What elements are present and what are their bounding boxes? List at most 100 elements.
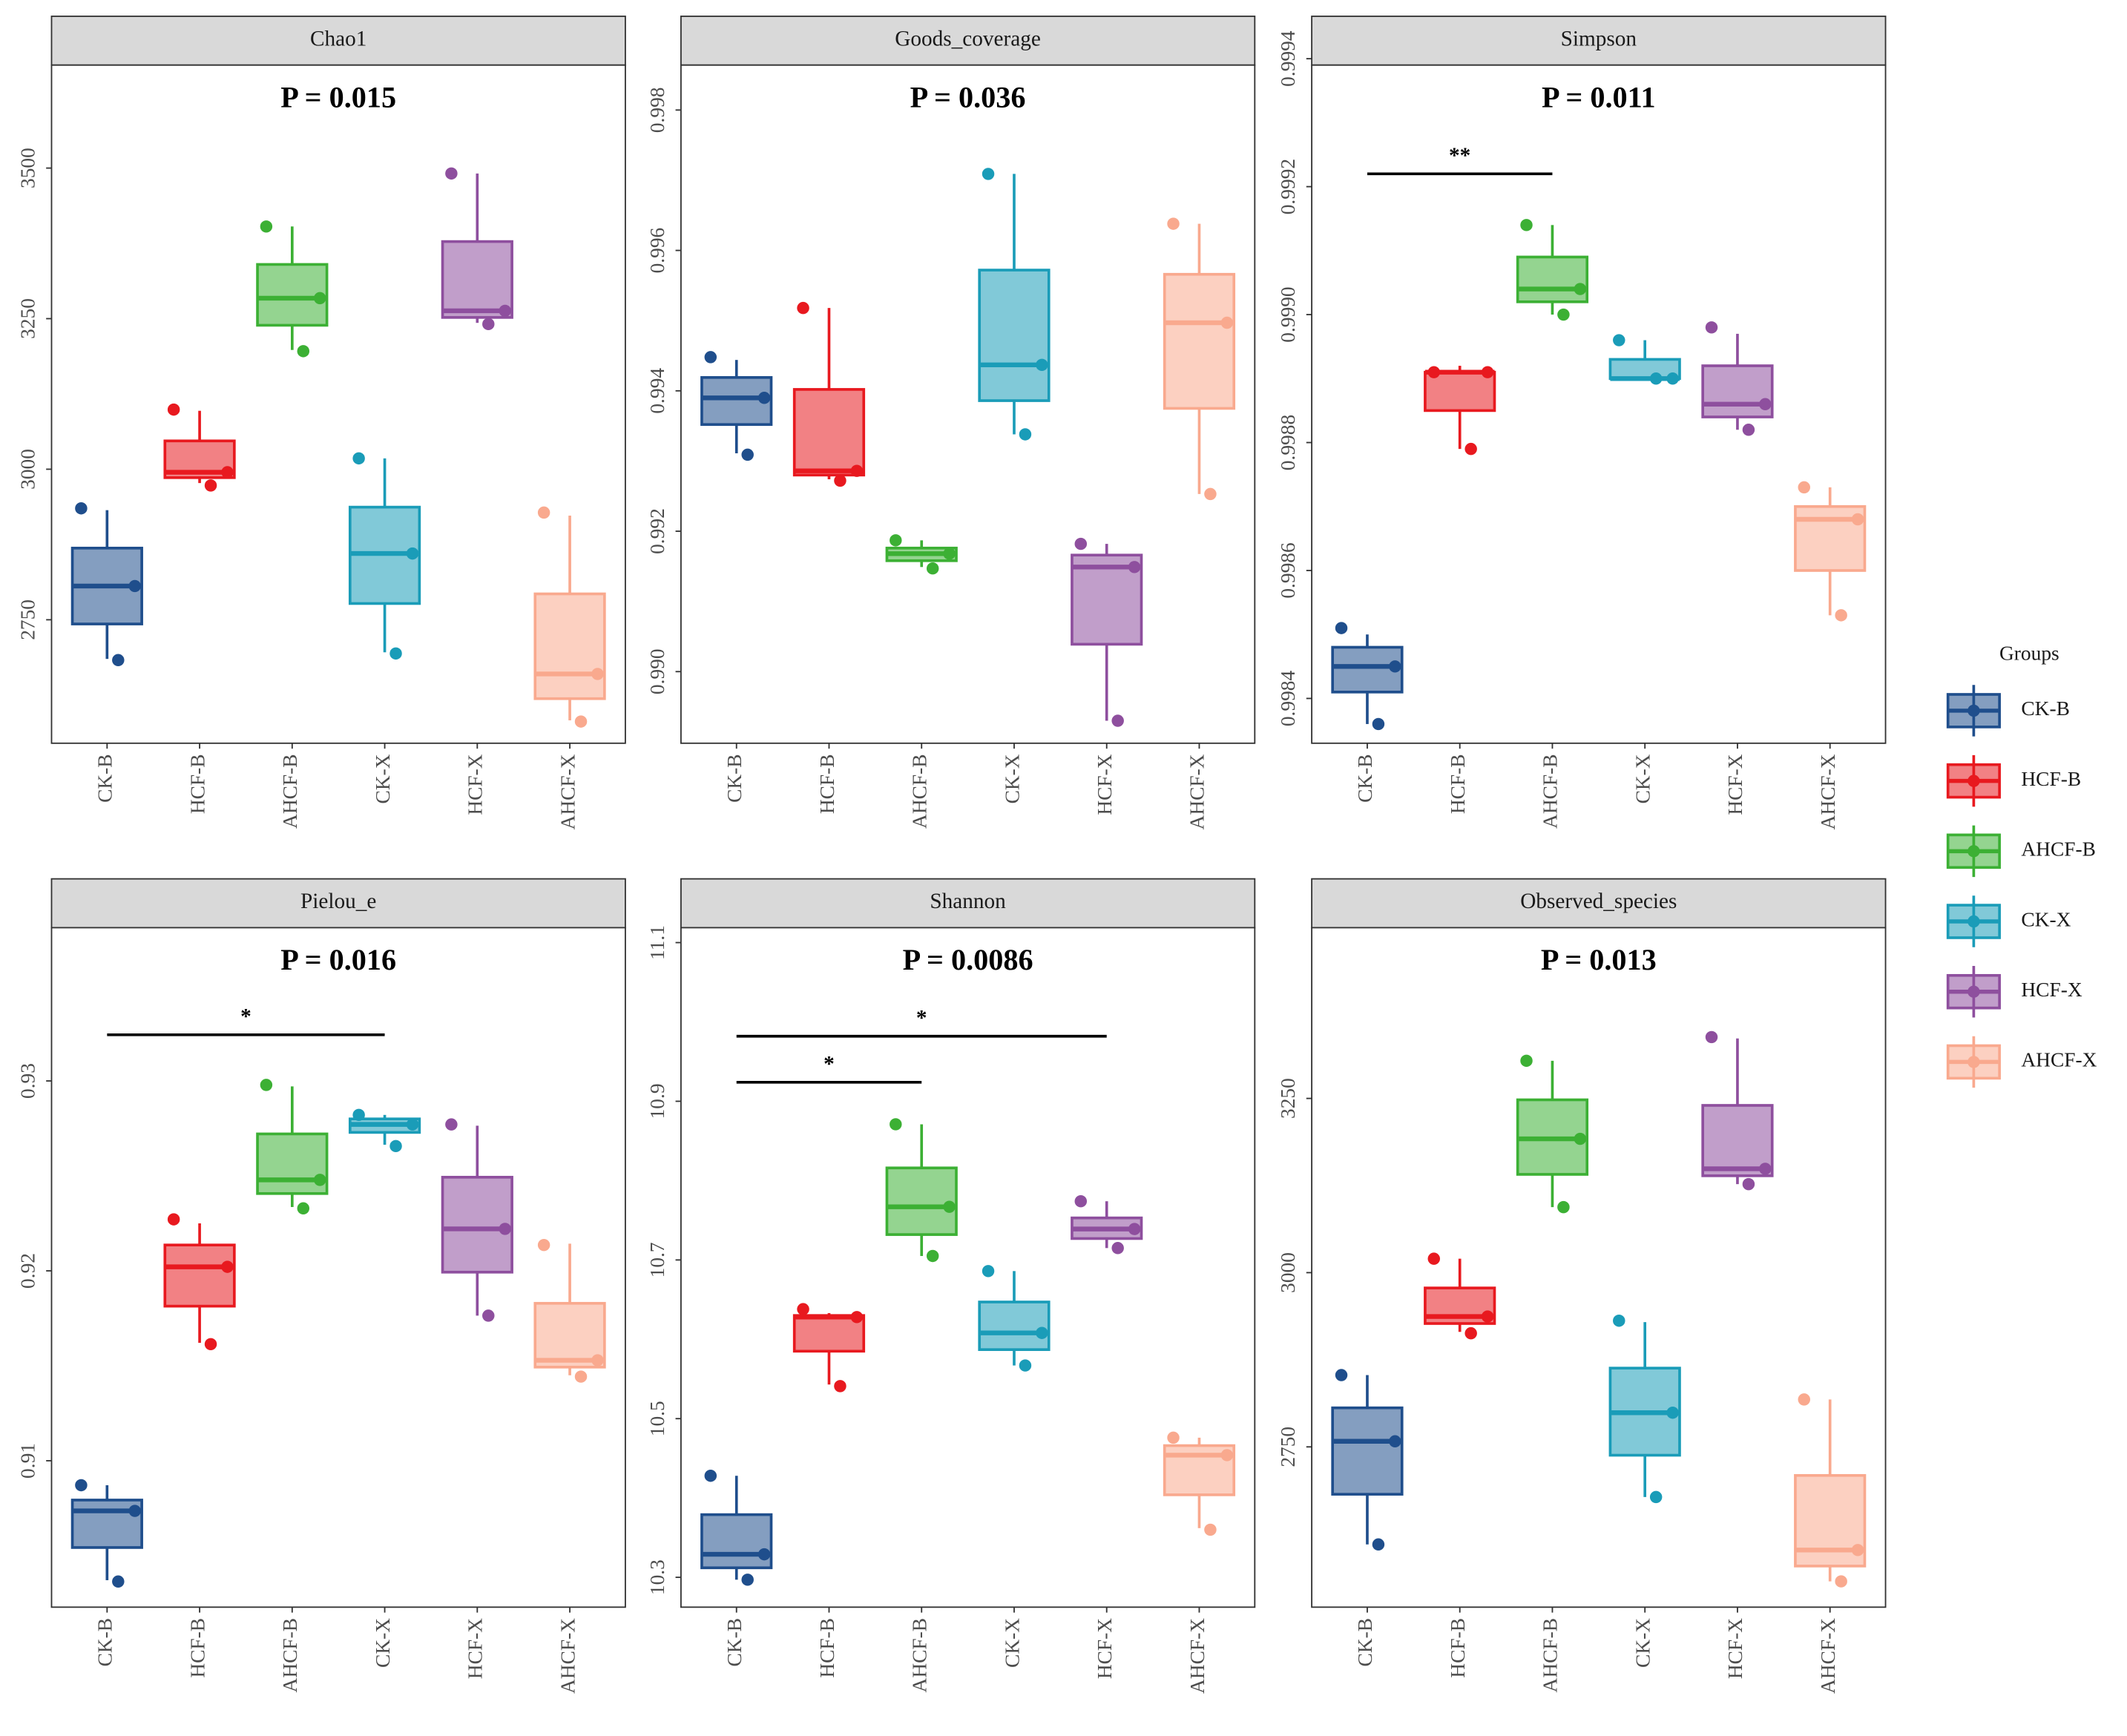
point (1220, 316, 1234, 329)
point (1705, 321, 1718, 334)
x-tick-label: HCF-X (464, 1618, 487, 1679)
legend-label: CK-B (2021, 697, 2069, 720)
x-tick-label: AHCF-X (1817, 754, 1839, 829)
point (943, 1200, 956, 1213)
point (128, 1505, 141, 1517)
point (112, 1575, 125, 1588)
point (1335, 622, 1348, 634)
point (1613, 1315, 1625, 1327)
box (1608, 358, 1681, 381)
y-tick-label: 0.9994 (1277, 30, 1299, 87)
y-tick-label: 0.93 (17, 1063, 39, 1099)
point (221, 1260, 234, 1273)
x-tick-label: HCF-B (186, 1618, 208, 1678)
point (1389, 660, 1401, 673)
x-tick-label: AHCF-B (279, 1618, 301, 1693)
point (1128, 561, 1141, 573)
x-tick-label: AHCF-B (279, 754, 301, 829)
y-tick-label: 0.91 (17, 1443, 39, 1479)
point (314, 292, 326, 305)
point (1389, 1435, 1401, 1447)
legend-label: AHCF-B (2021, 838, 2096, 861)
sig-label: * (823, 1053, 835, 1076)
y-tick-label: 10.9 (646, 1083, 668, 1119)
panel (1311, 64, 1887, 744)
point (112, 654, 125, 667)
strip-title: Pielou_e (300, 890, 376, 913)
point (499, 1223, 511, 1235)
point (445, 1118, 458, 1131)
legend-label: HCF-B (2021, 768, 2081, 790)
y-tick-label: 10.7 (646, 1242, 668, 1278)
point (797, 1303, 809, 1315)
y-tick-label: 0.996 (646, 228, 668, 274)
box (792, 388, 866, 477)
point (834, 474, 846, 487)
panel (50, 64, 626, 744)
x-tick-label: AHCF-B (909, 1618, 931, 1693)
panel (680, 927, 1256, 1608)
strip (1311, 878, 1887, 929)
p-value: P = 0.013 (1541, 943, 1657, 976)
point (389, 647, 402, 660)
point (850, 1311, 864, 1324)
x-tick-label: CK-X (1001, 1618, 1023, 1668)
box (885, 1166, 958, 1236)
point (757, 392, 771, 404)
point (1574, 1132, 1587, 1145)
point (1835, 609, 1847, 622)
point (1036, 358, 1048, 372)
x-tick-label: HCF-B (186, 754, 208, 814)
point (1851, 1544, 1864, 1556)
point (260, 220, 273, 233)
point (297, 345, 310, 358)
strip-title: Observed_species (1520, 890, 1677, 913)
point (1019, 428, 1032, 441)
point (1074, 537, 1088, 550)
y-tick-label: 11.1 (646, 925, 668, 960)
point (537, 1238, 550, 1252)
box (70, 1499, 143, 1549)
legend-label: CK-X (2021, 908, 2071, 930)
point (482, 1309, 495, 1322)
x-tick-label: CK-B (723, 1618, 746, 1666)
x-tick-label: CK-X (372, 754, 394, 803)
x-tick-label: AHCF-X (1186, 1618, 1209, 1694)
legend-key-point (1967, 845, 1980, 858)
point (1074, 1194, 1088, 1208)
x-tick-label: AHCF-B (909, 754, 931, 829)
point (1481, 366, 1494, 378)
point (1759, 1163, 1772, 1175)
y-tick-label: 10.3 (646, 1559, 668, 1595)
p-value: P = 0.036 (910, 81, 1026, 114)
y-tick-label: 3250 (1277, 1078, 1299, 1119)
strip-title: Goods_coverage (895, 27, 1041, 51)
x-tick-label: AHCF-X (556, 754, 579, 829)
point (75, 1479, 88, 1492)
point (1520, 1054, 1533, 1068)
point (1705, 1030, 1718, 1044)
legend-title: Groups (1999, 642, 2059, 664)
point (204, 1338, 217, 1351)
sig-label: ** (1449, 144, 1470, 168)
point (314, 1174, 326, 1186)
strip-title: Simpson (1561, 27, 1637, 51)
y-tick-label: 0.9988 (1277, 415, 1299, 470)
p-value: P = 0.016 (280, 943, 396, 976)
point (982, 168, 995, 180)
x-tick-label: CK-B (723, 754, 746, 802)
y-tick-label: 3000 (17, 449, 39, 490)
point (1335, 1369, 1348, 1381)
strip (680, 16, 1256, 66)
x-tick-label: HCF-X (1094, 1618, 1116, 1679)
point (445, 167, 458, 180)
x-tick-label: HCF-B (816, 1618, 838, 1678)
point (1742, 424, 1755, 436)
x-tick-label: CK-X (1001, 754, 1023, 803)
point (167, 403, 180, 416)
point (591, 1354, 604, 1367)
point (499, 304, 511, 318)
point (1759, 398, 1772, 411)
point (260, 1079, 273, 1091)
